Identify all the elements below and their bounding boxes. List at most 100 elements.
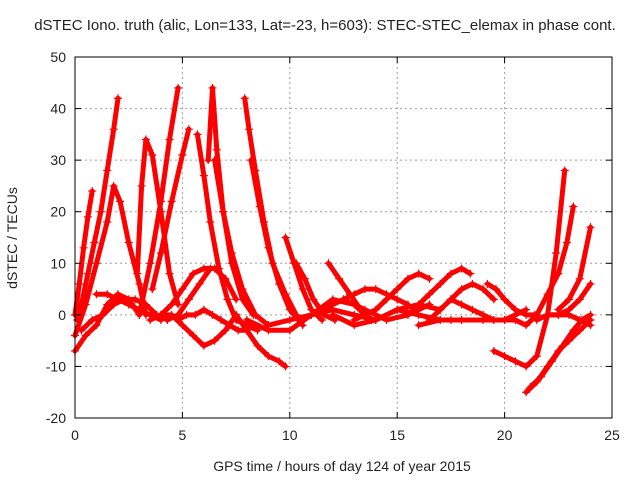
data-point — [371, 316, 380, 325]
data-point — [425, 290, 434, 299]
data-point — [552, 248, 561, 257]
data-point — [251, 310, 260, 319]
data-point — [103, 218, 112, 227]
data-point — [569, 326, 578, 335]
series-line — [158, 312, 239, 349]
data-point — [511, 305, 520, 314]
data-point — [275, 357, 284, 366]
data-point — [221, 274, 230, 283]
data-point — [403, 310, 412, 319]
data-point — [234, 326, 243, 335]
data-point — [174, 83, 183, 92]
data-point — [292, 259, 301, 268]
data-point — [414, 321, 423, 330]
data-point — [81, 331, 90, 340]
data-point — [210, 336, 219, 345]
data-point — [167, 197, 176, 206]
data-point — [543, 310, 552, 319]
data-point — [298, 285, 307, 294]
series-31 — [483, 279, 539, 319]
data-point — [156, 310, 165, 319]
data-point — [532, 316, 541, 325]
data-point — [124, 300, 133, 309]
series-10 — [247, 156, 307, 330]
data-point — [371, 305, 380, 314]
data-point — [244, 125, 253, 134]
data-point — [156, 197, 165, 206]
data-point — [425, 274, 434, 283]
chart-title: dSTEC Iono. truth (alic, Lon=133, Lat=-2… — [34, 17, 616, 34]
y-tick-label: 40 — [50, 101, 66, 117]
data-point — [562, 238, 571, 247]
data-point — [131, 295, 140, 304]
data-point — [575, 316, 584, 325]
series-line — [212, 157, 271, 328]
axes: 0 5 10 15 20 25 -20 -10 0 10 20 30 40 50 — [46, 49, 620, 443]
data-point — [339, 295, 348, 304]
data-point — [189, 269, 198, 278]
data-point — [483, 279, 492, 288]
data-point — [479, 310, 488, 319]
data-point — [522, 388, 531, 397]
series-30 — [446, 295, 531, 325]
data-point — [569, 202, 578, 211]
data-point — [446, 295, 455, 304]
data-point — [141, 300, 150, 309]
data-point — [403, 300, 412, 309]
data-point — [148, 285, 157, 294]
data-point — [285, 305, 294, 314]
data-point — [146, 316, 155, 325]
data-point — [457, 316, 466, 325]
data-point — [92, 290, 101, 299]
data-point — [575, 295, 584, 304]
data-point — [217, 316, 226, 325]
data-point — [328, 310, 337, 319]
data-point — [109, 125, 118, 134]
data-point — [193, 130, 202, 139]
data-point — [285, 316, 294, 325]
data-point — [489, 346, 498, 355]
y-tick-label: 0 — [58, 307, 66, 323]
data-point — [148, 150, 157, 159]
x-tick-label: 25 — [604, 427, 620, 443]
data-point — [558, 341, 567, 350]
data-point — [83, 212, 92, 221]
data-point — [210, 156, 219, 165]
data-point — [109, 181, 118, 190]
data-point — [436, 279, 445, 288]
data-point — [191, 310, 200, 319]
data-point — [500, 316, 509, 325]
data-point — [335, 274, 344, 283]
data-point — [371, 285, 380, 294]
data-point — [522, 362, 531, 371]
data-point — [189, 331, 198, 340]
data-point — [479, 285, 488, 294]
data-point — [199, 171, 208, 180]
plot-frame — [74, 56, 613, 419]
data-point — [537, 372, 546, 381]
series-37 — [554, 223, 595, 314]
data-point — [457, 300, 466, 309]
data-point — [199, 305, 208, 314]
data-traces — [71, 83, 595, 397]
series-33 — [500, 202, 578, 330]
x-tick-label: 0 — [71, 427, 79, 443]
data-point — [264, 243, 273, 252]
y-tick-label: 20 — [50, 204, 66, 220]
data-point — [103, 166, 112, 175]
y-tick-label: -20 — [46, 410, 66, 426]
data-point — [446, 269, 455, 278]
data-point — [403, 274, 412, 283]
data-point — [360, 285, 369, 294]
data-point — [318, 316, 327, 325]
data-point — [281, 362, 290, 371]
data-point — [212, 145, 221, 154]
data-point — [500, 352, 509, 361]
data-point — [146, 259, 155, 268]
data-point — [221, 326, 230, 335]
series-1 — [73, 94, 122, 325]
data-point — [554, 269, 563, 278]
series-0 — [71, 187, 97, 319]
data-point — [178, 321, 187, 330]
